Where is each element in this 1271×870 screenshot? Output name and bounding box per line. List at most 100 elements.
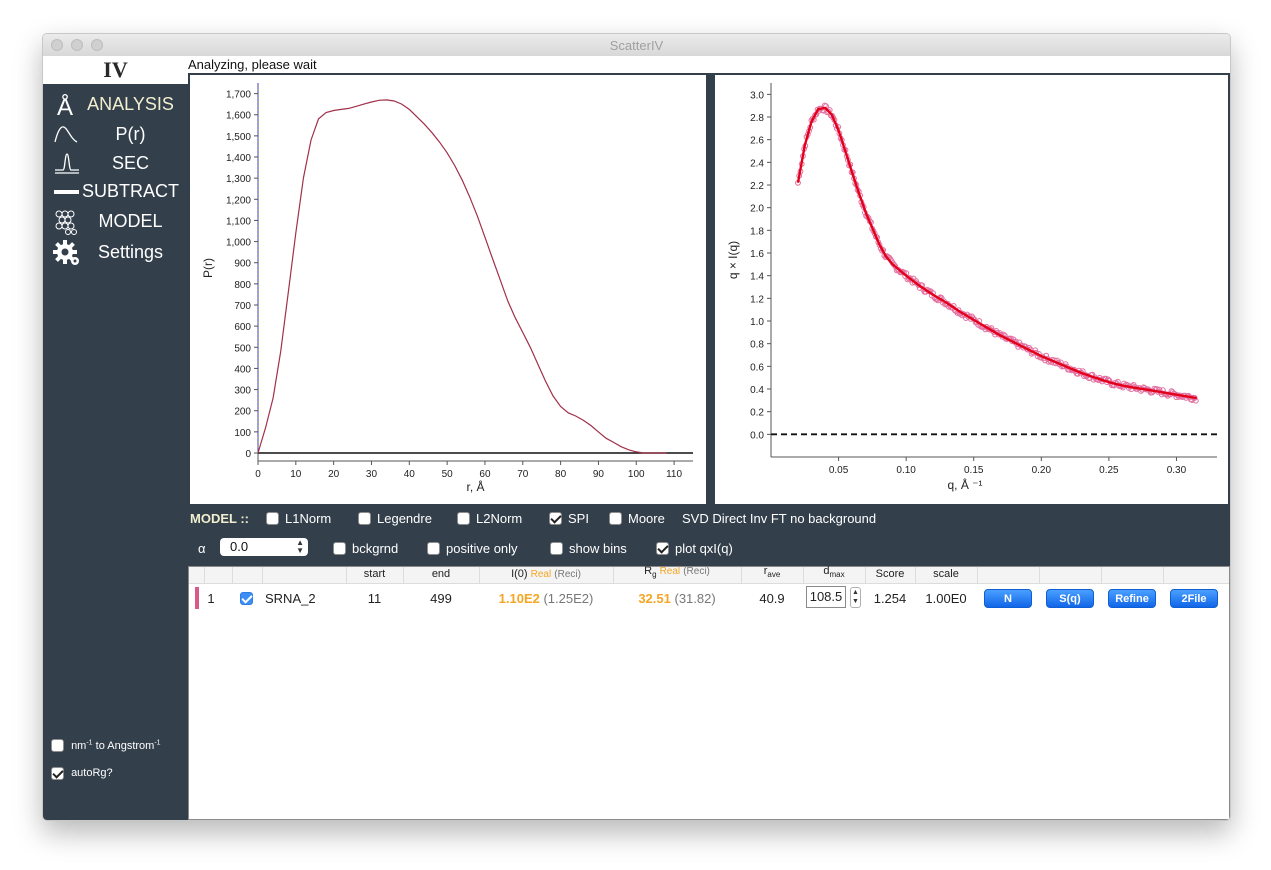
y-tick-label: 1.8 [750, 226, 764, 237]
dmax-stepper-icon[interactable]: ▲ ▼ [850, 587, 861, 608]
autorg-option[interactable]: autoRg? [51, 767, 113, 785]
spinner-arrows-icon[interactable]: ▲ ▼ [296, 538, 304, 555]
2file-button[interactable]: 2File [1170, 589, 1218, 608]
spheres-icon [53, 209, 81, 235]
option-label: positive only [446, 541, 518, 556]
option-positive-only[interactable]: positive only [427, 540, 518, 558]
model-options-bar: MODEL :: L1Norm Legendre L2Norm SPI Moor… [188, 506, 1230, 566]
y-tick-label: 1,000 [226, 238, 251, 249]
moore-checkbox[interactable] [609, 512, 622, 526]
minimize-window-button[interactable] [71, 39, 83, 51]
nm-to-angstrom-checkbox[interactable] [51, 739, 64, 753]
x-tick-label: 0.25 [1099, 465, 1119, 476]
x-axis-title: r, Å [466, 479, 484, 494]
autorg-checkbox[interactable] [51, 767, 64, 780]
row-end[interactable]: 499 [430, 591, 452, 606]
row-select[interactable] [240, 590, 253, 606]
nav-pr[interactable]: P(r) [43, 120, 188, 148]
i0-reci-header: (Reci) [554, 569, 581, 580]
option-label-sup2: -1 [154, 739, 161, 746]
col-i0[interactable]: I(0) Real (Reci) [479, 568, 613, 580]
dmax-header: d [823, 565, 830, 577]
y-tick-label: 0.0 [750, 430, 764, 441]
qiq-chart[interactable]: 0.0 0.2 0.4 0.6 0.8 1.0 1.2 1.4 1.6 1.8 2.0 2.2 2.4 2… [715, 75, 1228, 504]
col-end[interactable]: end [431, 568, 451, 580]
row-color-swatch[interactable] [195, 587, 199, 609]
method-legendre[interactable]: Legendre [358, 510, 432, 528]
close-window-button[interactable] [51, 39, 63, 51]
show-bins-checkbox[interactable] [550, 542, 563, 556]
method-l2norm[interactable]: L2Norm [457, 510, 522, 528]
bckgrnd-checkbox[interactable] [333, 542, 346, 556]
option-label: plot qxI(q) [675, 541, 733, 556]
option-bckgrnd[interactable]: bckgrnd [333, 540, 398, 558]
x-tick-label: 40 [404, 469, 416, 480]
x-tick-label: 30 [366, 469, 378, 480]
nav-sec[interactable]: SEC [43, 149, 188, 177]
col-score[interactable]: Score [875, 568, 905, 580]
plot-divider[interactable] [706, 75, 715, 504]
rg-header: R [644, 565, 653, 577]
dmax-input[interactable]: 108.5 [806, 586, 846, 608]
plot-qxiq-checkbox[interactable] [656, 542, 669, 556]
row-checkbox[interactable] [240, 592, 253, 606]
y-tick-label: 1,500 [226, 132, 251, 143]
n-button[interactable]: N [984, 589, 1032, 608]
x-tick-label: 80 [555, 469, 567, 480]
l1norm-checkbox[interactable] [266, 512, 279, 526]
legendre-checkbox[interactable] [358, 512, 371, 526]
nav-label: SUBTRACT [81, 181, 179, 201]
y-tick-label: 200 [234, 407, 251, 418]
y-tick-label: 2.2 [750, 181, 764, 192]
status-text: Analyzing, please wait [188, 57, 317, 72]
row-score: 1.254 [873, 591, 907, 606]
method-label: L1Norm [285, 511, 332, 526]
option-label-sup: -1 [86, 739, 93, 746]
positive-only-checkbox[interactable] [427, 542, 440, 556]
col-start[interactable]: start [363, 568, 386, 580]
pr-curve-icon [53, 122, 81, 146]
nav-subtract[interactable]: SUBTRACT [43, 177, 188, 205]
zoom-window-button[interactable] [91, 39, 103, 51]
alpha-spinner[interactable]: 0.0 ▲ ▼ [220, 538, 308, 556]
y-tick-label: 1,700 [226, 90, 251, 101]
method-spi[interactable]: SPI [549, 510, 589, 528]
y-tick-label: 500 [234, 343, 251, 354]
row-rg: 32.51 (31.82) [613, 591, 741, 606]
col-dmax[interactable]: dmax [803, 565, 865, 579]
method-l1norm[interactable]: L1Norm [266, 510, 331, 528]
nav-label: P(r) [115, 124, 146, 144]
option-plot-qxiq[interactable]: plot qxI(q) [656, 540, 733, 558]
sq-button[interactable]: S(q) [1046, 589, 1094, 608]
minus-bar-icon [53, 179, 81, 203]
x-tick-label: 0.15 [964, 465, 984, 476]
x-tick-label: 60 [479, 469, 491, 480]
pr-chart[interactable]: 01002003004005006007008009001,0001,1001,… [190, 75, 706, 504]
col-rave[interactable]: rave [741, 565, 803, 579]
y-tick-label: 2.4 [750, 158, 764, 169]
y-tick-label: 1,600 [226, 111, 251, 122]
x-tick-label: 110 [666, 469, 682, 480]
nm-to-angstrom-option[interactable]: nm-1 to Angstrom-1 [51, 739, 161, 757]
y-tick-label: 1,100 [226, 216, 251, 227]
rg-reci-header: (Reci) [683, 566, 710, 577]
nav-model[interactable]: MODEL [43, 207, 188, 235]
x-axis-title: q, Å ⁻¹ [947, 477, 982, 492]
alpha-label: α [198, 541, 206, 556]
option-show-bins[interactable]: show bins [550, 540, 627, 558]
option-label: show bins [569, 541, 627, 556]
method-moore[interactable]: Moore [609, 510, 665, 528]
table-row[interactable]: 1 SRNA_2 11 499 1.10E2 (1.25E2) 32.51 (3… [189, 585, 1229, 611]
method-label: Moore [628, 511, 665, 526]
i0-real-header: Real [530, 569, 552, 580]
row-start[interactable]: 11 [367, 591, 382, 606]
nav-settings[interactable]: Settings [43, 238, 188, 266]
nav-analysis[interactable]: Å ANALYSIS [43, 90, 188, 121]
l2norm-checkbox[interactable] [457, 512, 470, 526]
col-rg[interactable]: Rg Real (Reci) [613, 565, 741, 579]
dmax-header-sub: max [829, 570, 845, 580]
col-scale[interactable]: scale [933, 568, 959, 580]
refine-button[interactable]: Refine [1108, 589, 1156, 608]
sec-peak-icon [53, 151, 81, 175]
spi-checkbox[interactable] [549, 512, 562, 526]
